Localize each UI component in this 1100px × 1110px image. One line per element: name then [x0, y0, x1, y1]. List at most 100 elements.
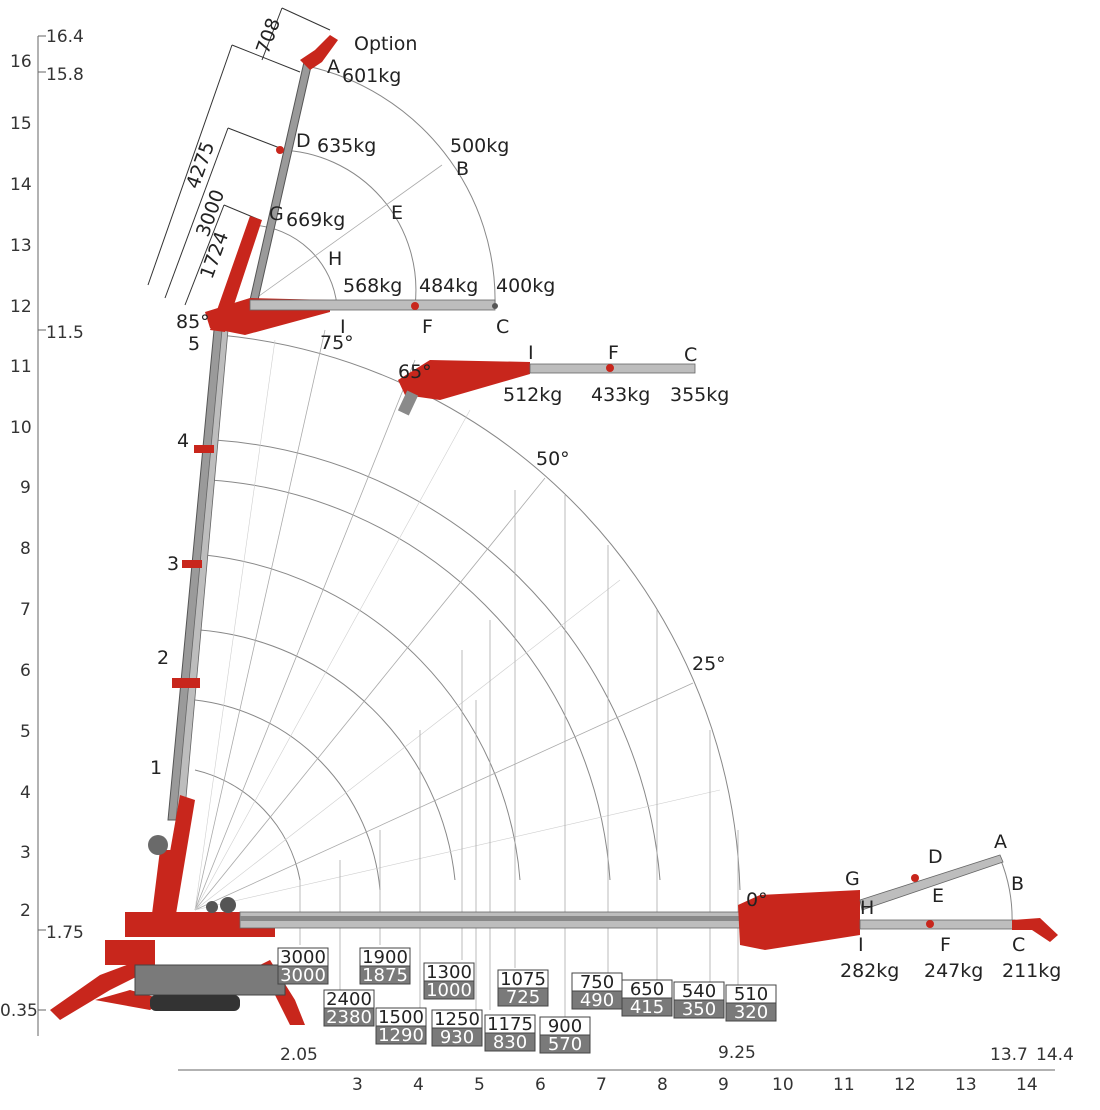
mid-point-F: F [608, 342, 619, 364]
y-tick: 9 [20, 478, 31, 498]
x-tick: 10 [772, 1075, 794, 1095]
load-box-full-value: 1175 [487, 1014, 533, 1035]
top-point-I: I [340, 316, 346, 338]
mid-point-I: I [528, 342, 534, 364]
y-tick: 12 [10, 297, 32, 317]
angle-50: 50° [536, 448, 570, 470]
load-box-full-value: 750 [580, 972, 614, 993]
low-point-D: D [928, 846, 943, 868]
load-box-reduced-value: 350 [682, 999, 716, 1020]
load-box-bottom-bg [673, 999, 725, 1019]
load-box-full-value: 900 [548, 1016, 582, 1037]
y-special: 1.75 [46, 923, 84, 943]
load-box-full-value: 2400 [326, 989, 372, 1010]
x-special: 14.4 [1036, 1045, 1074, 1065]
angle-85: 85° [176, 311, 210, 333]
y-special: 11.5 [46, 323, 84, 343]
x-tick: 5 [474, 1075, 485, 1095]
x-tick: 13 [955, 1075, 977, 1095]
load-box-full-value: 1900 [362, 947, 408, 968]
x-tick: 9 [718, 1075, 729, 1095]
low-point-I: I [858, 934, 864, 956]
y-tick: 15 [10, 114, 32, 134]
y-tick: 16 [10, 52, 32, 72]
y-tick: 7 [20, 600, 31, 620]
top-point-D: D [296, 130, 311, 152]
section-number: 4 [177, 430, 189, 452]
x-tick: 12 [894, 1075, 916, 1095]
range-grid [194, 329, 741, 1018]
low-point-G: G [845, 868, 860, 890]
load-box-full-value: 1300 [426, 962, 472, 983]
mid-point-C: C [684, 344, 697, 366]
load-box-bottom-bg [431, 1027, 483, 1047]
angle-25: 25° [692, 653, 726, 675]
y-special: 16.4 [46, 27, 84, 47]
load-box-reduced-value: 1290 [378, 1025, 424, 1046]
load-box-reduced-value: 3000 [280, 965, 326, 986]
low-point-H: H [860, 897, 874, 919]
top-load: 568kg [343, 275, 402, 297]
mid-load: 433kg [591, 384, 650, 406]
y-axis [37, 35, 46, 1036]
y-tick: 13 [10, 236, 32, 256]
load-box-reduced-value: 320 [734, 1002, 768, 1023]
x-tick: 11 [833, 1075, 855, 1095]
y-special: 15.8 [46, 65, 84, 85]
y-tick: 4 [20, 783, 31, 803]
load-box-bottom-bg [621, 997, 673, 1017]
load-box-full-value: 1500 [378, 1007, 424, 1028]
load-box-reduced-value: 830 [493, 1032, 527, 1053]
top-load: 635kg [317, 135, 376, 157]
dim-708: 708 [252, 15, 285, 57]
mid-jib [397, 360, 696, 416]
load-boxes: 3000300024002380190018751500129013001000… [277, 947, 777, 1055]
y-tick: 6 [20, 661, 31, 681]
y-tick: 5 [20, 722, 31, 742]
section-number: 5 [188, 333, 200, 355]
load-box-reduced-value: 725 [506, 987, 540, 1008]
x-tick: 3 [352, 1075, 363, 1095]
load-box-full-value: 3000 [280, 947, 326, 968]
load-box-reduced-value: 2380 [326, 1007, 372, 1028]
load-box-reduced-value: 930 [440, 1027, 474, 1048]
y-special: 0.35 [0, 1001, 38, 1021]
top-load: 500kg [450, 135, 509, 157]
mid-load: 355kg [670, 384, 729, 406]
x-special: 9.25 [718, 1043, 756, 1063]
top-load: 400kg [496, 275, 555, 297]
top-point-G: G [269, 203, 284, 225]
top-load: 601kg [342, 65, 401, 87]
crane-base [50, 897, 746, 1025]
top-point-F: F [422, 316, 433, 338]
option-label: Option [354, 33, 417, 55]
x-tick: 14 [1016, 1075, 1038, 1095]
section-number: 1 [150, 757, 162, 779]
load-box-bottom-bg [423, 980, 475, 1000]
y-tick: 11 [10, 357, 32, 377]
load-box-bottom-bg [497, 987, 549, 1007]
y-tick: 14 [10, 175, 32, 195]
top-load: 669kg [286, 209, 345, 231]
angle-75: 75° [320, 332, 354, 354]
low-point-E: E [932, 885, 944, 907]
low-load: 282kg [840, 960, 899, 982]
x-tick: 6 [535, 1075, 546, 1095]
load-box-bottom-bg [323, 1007, 375, 1027]
load-box-reduced-value: 490 [580, 990, 614, 1011]
low-jib [738, 854, 1058, 950]
load-box-reduced-value: 570 [548, 1034, 582, 1055]
y-tick: 8 [20, 539, 31, 559]
top-point-A: A [327, 56, 340, 78]
top-point-C: C [496, 316, 509, 338]
